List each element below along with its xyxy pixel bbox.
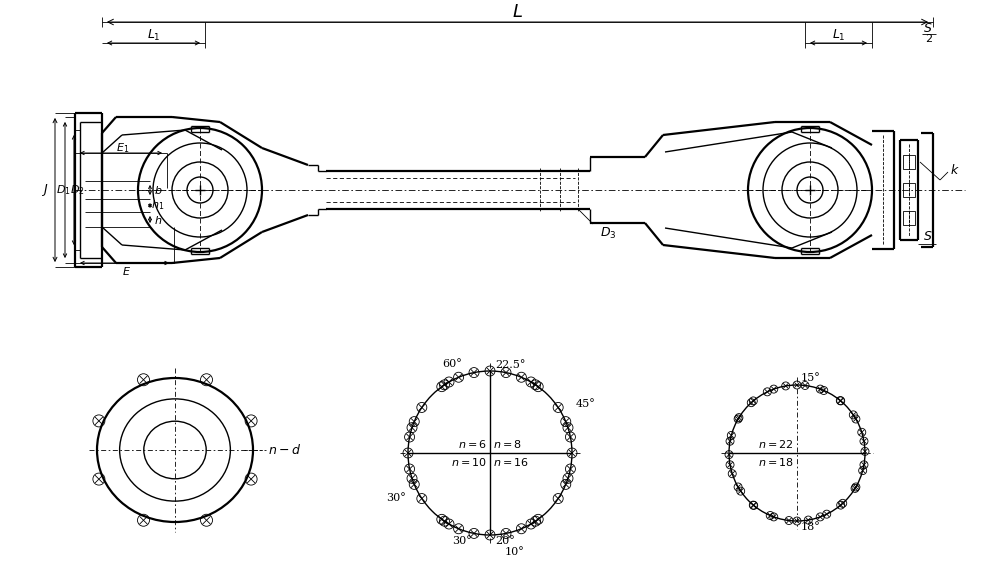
Text: $n=18$: $n=18$	[758, 456, 794, 468]
Text: $n=8$: $n=8$	[493, 438, 522, 450]
Text: $L$: $L$	[512, 3, 523, 21]
Text: $h_1$: $h_1$	[151, 199, 165, 213]
Text: 60°: 60°	[442, 359, 462, 369]
Text: $n=22$: $n=22$	[758, 438, 794, 450]
Text: $E_1$: $E_1$	[116, 141, 130, 155]
Text: $D_1$: $D_1$	[56, 183, 70, 197]
Bar	[903, 183, 915, 197]
Bar	[903, 211, 915, 225]
Bar	[903, 155, 915, 169]
Text: 45°: 45°	[576, 399, 596, 409]
Text: $S$: $S$	[923, 230, 933, 244]
Text: 20°: 20°	[495, 536, 515, 546]
Text: $h$: $h$	[154, 214, 162, 225]
Text: 30°: 30°	[452, 536, 472, 546]
Text: 18°: 18°	[801, 522, 821, 532]
Text: $L_1$: $L_1$	[147, 28, 160, 43]
Text: 30°: 30°	[386, 493, 406, 503]
Text: $L_1$: $L_1$	[832, 28, 845, 43]
Text: $J$: $J$	[41, 182, 49, 198]
Text: $D_2$: $D_2$	[70, 183, 84, 197]
Text: $n=10$: $n=10$	[451, 456, 487, 468]
Text: $S$: $S$	[923, 21, 933, 35]
Text: 10°: 10°	[505, 547, 525, 557]
Text: $2$: $2$	[925, 32, 933, 44]
Text: 15°: 15°	[801, 373, 821, 383]
Text: $E$: $E$	[122, 265, 132, 277]
Text: $n=16$: $n=16$	[493, 456, 529, 468]
Text: $k$: $k$	[950, 163, 960, 177]
Text: $n=6$: $n=6$	[458, 438, 487, 450]
Text: $b$: $b$	[154, 184, 162, 196]
Text: 22.5°: 22.5°	[495, 360, 525, 370]
Text: $n-d$: $n-d$	[268, 443, 301, 457]
Text: $D_3$: $D_3$	[600, 226, 617, 241]
